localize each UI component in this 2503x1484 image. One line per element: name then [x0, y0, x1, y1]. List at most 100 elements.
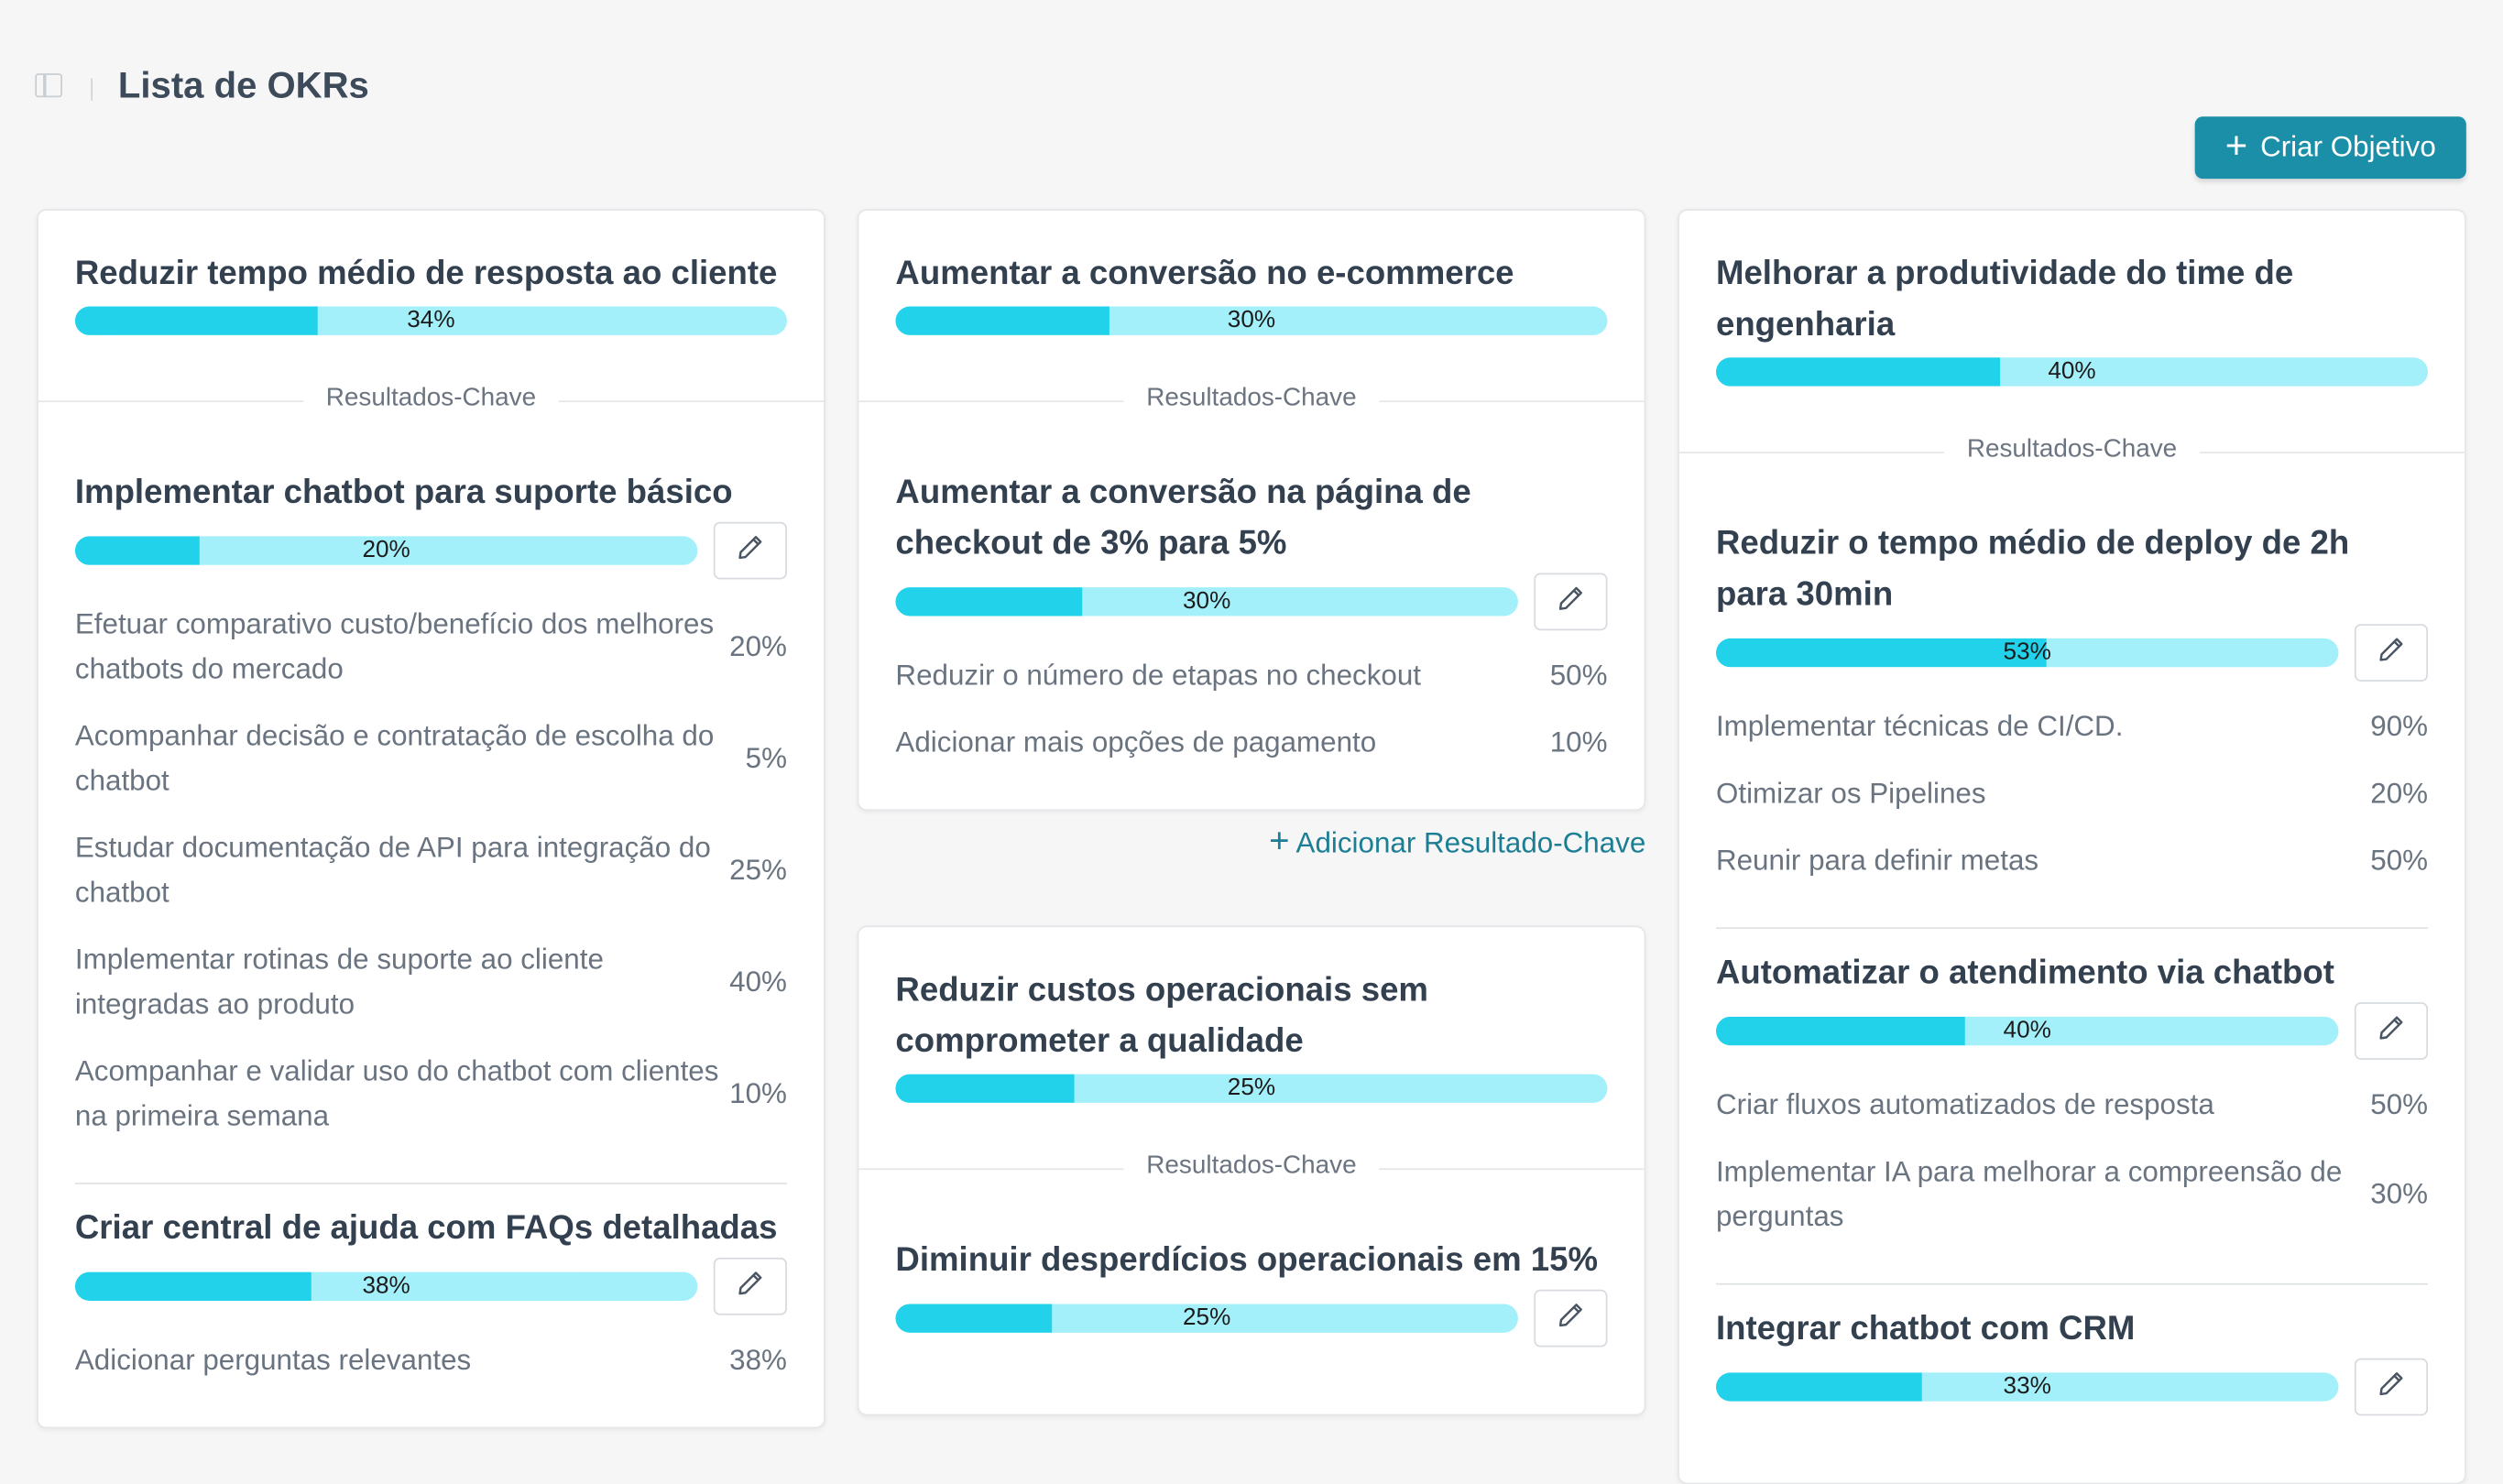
- task-percent: 10%: [729, 1077, 787, 1109]
- task-text: Acompanhar e validar uso do chatbot com …: [74, 1054, 719, 1132]
- task-percent: 25%: [729, 854, 787, 886]
- key-results-label: Resultados-Chave: [1944, 435, 2200, 465]
- key-results-label: Resultados-Chave: [303, 384, 559, 414]
- card-bottom-spacer: [858, 1350, 1644, 1414]
- key-result: Reduzir o tempo médio de deploy de 2h pa…: [1715, 471, 2429, 886]
- key-result-progress-row: 30%: [895, 573, 1608, 631]
- key-result-title: Integrar chatbot com CRM: [1715, 1310, 2136, 1348]
- task-text: Acompanhar decisão e contratação de esco…: [74, 719, 715, 797]
- pencil-icon: [1555, 582, 1587, 622]
- edit-key-result-button[interactable]: [713, 521, 787, 580]
- key-result-progress-row: 33%: [1715, 1358, 2429, 1416]
- task-percent: 40%: [729, 966, 787, 998]
- task-item: Otimizar os Pipelines 20%: [1716, 771, 2428, 816]
- progress-label: 20%: [362, 536, 410, 564]
- task-percent: 5%: [745, 742, 787, 775]
- objective-card: Reduzir tempo médio de resposta ao clien…: [37, 209, 825, 1429]
- plus-icon: +: [2224, 124, 2248, 168]
- key-result-progress-bar: 25%: [895, 1304, 1518, 1333]
- progress-label: 30%: [1183, 587, 1231, 615]
- objective-title: Reduzir tempo médio de resposta ao clien…: [74, 255, 778, 292]
- key-result: Implementar chatbot para suporte básico 2…: [74, 420, 787, 1141]
- progress-fill: [74, 1271, 312, 1301]
- task-item: Implementar técnicas de CI/CD. 90%: [1716, 704, 2428, 748]
- key-result: Automatizar o atendimento via chatbot 40%…: [1715, 927, 2429, 1241]
- key-results-divider: Resultados-Chave: [1678, 435, 2465, 471]
- key-result-progress-row: 20%: [74, 521, 787, 580]
- key-result-title: Aumentar a conversão na página de checko…: [895, 474, 1471, 562]
- task-text: Adicionar mais opções de pagamento: [895, 726, 1377, 758]
- objective-card: Melhorar a produtividade do time de enge…: [1678, 209, 2466, 1484]
- progress-fill: [74, 306, 318, 335]
- objective-title: Reduzir custos operacionais sem comprome…: [895, 972, 1428, 1060]
- task-list: Reduzir o número de etapas no checkout 50…: [895, 653, 1607, 768]
- card-gap: [858, 865, 1646, 925]
- progress-label: 53%: [2003, 638, 2051, 666]
- key-result: Diminuir desperdícios operacionais em 15…: [895, 1187, 1608, 1350]
- task-list: Implementar técnicas de CI/CD. 90% Otimiza…: [1716, 704, 2428, 886]
- edit-key-result-button[interactable]: [2354, 624, 2429, 682]
- pencil-icon: [2376, 633, 2408, 673]
- key-result-title: Automatizar o atendimento via chatbot: [1715, 954, 2334, 991]
- key-result-title: Criar central de ajuda com FAQs detalhad…: [74, 1209, 778, 1247]
- okr-column-2: Aumentar a conversão no e-commerce 30% Res…: [857, 209, 1646, 1416]
- progress-fill: [895, 1304, 1052, 1333]
- objective-title: Aumentar a conversão no e-commerce: [895, 255, 1514, 292]
- edit-key-result-button[interactable]: [2354, 1002, 2429, 1060]
- key-results-divider: Resultados-Chave: [38, 384, 825, 420]
- pencil-icon: [1555, 1298, 1587, 1338]
- task-text: Implementar rotinas de suporte ao client…: [74, 943, 604, 1020]
- progress-label: 25%: [1183, 1304, 1231, 1332]
- create-objective-button[interactable]: + Criar Objetivo: [2194, 116, 2466, 180]
- task-percent: 10%: [1549, 726, 1608, 758]
- task-percent: 50%: [1549, 659, 1608, 692]
- edit-key-result-button[interactable]: [1534, 1289, 1608, 1348]
- progress-fill: [895, 306, 1109, 335]
- edit-key-result-button[interactable]: [1534, 573, 1608, 631]
- card-bottom-spacer: [38, 1385, 824, 1426]
- key-result-progress-bar: 40%: [1715, 1016, 2339, 1046]
- progress-label: 30%: [1227, 306, 1276, 334]
- task-text: Estudar documentação de API para integra…: [74, 831, 711, 909]
- task-percent: 50%: [2370, 844, 2429, 877]
- key-result-progress-bar: 33%: [1715, 1372, 2339, 1402]
- task-item: Efetuar comparativo custo/benefício dos …: [75, 602, 787, 692]
- task-item: Implementar rotinas de suporte ao client…: [75, 937, 787, 1027]
- key-results-divider: Resultados-Chave: [858, 384, 1645, 420]
- edit-key-result-button[interactable]: [713, 1257, 787, 1315]
- task-text: Implementar técnicas de CI/CD.: [1715, 710, 2124, 743]
- progress-fill: [1715, 1016, 1965, 1046]
- task-item: Acompanhar e validar uso do chatbot com …: [75, 1049, 787, 1139]
- task-item: Implementar IA para melhorar a compreens…: [1716, 1149, 2428, 1238]
- key-result-progress-row: 53%: [1715, 624, 2429, 682]
- task-item: Reduzir o número de etapas no checkout 50…: [895, 653, 1607, 698]
- task-item: Estudar documentação de API para integra…: [75, 825, 787, 915]
- task-percent: 30%: [2370, 1177, 2429, 1210]
- progress-fill: [895, 587, 1083, 617]
- objective-progress-bar: 25%: [895, 1074, 1608, 1103]
- progress-label: 40%: [2048, 357, 2096, 385]
- task-text: Implementar IA para melhorar a compreens…: [1715, 1155, 2343, 1233]
- sidebar-toggle-icon[interactable]: [35, 73, 62, 98]
- card-bottom-spacer: [858, 768, 1644, 809]
- task-text: Reunir para definir metas: [1715, 844, 2039, 877]
- key-result-title: Implementar chatbot para suporte básico: [74, 474, 733, 511]
- page-header: Lista de OKRs: [35, 64, 369, 107]
- task-percent: 90%: [2370, 710, 2429, 743]
- task-percent: 38%: [729, 1344, 787, 1376]
- create-objective-label: Criar Objetivo: [2260, 130, 2436, 163]
- okr-column-1: Reduzir tempo médio de resposta ao clien…: [37, 209, 825, 1429]
- add-key-result-link[interactable]: + Adicionar Resultado-Chave: [858, 819, 1646, 866]
- add-key-result-label: Adicionar Resultado-Chave: [1295, 826, 1646, 859]
- pencil-icon: [734, 530, 766, 571]
- key-result-progress-bar: 38%: [74, 1271, 698, 1301]
- key-result-progress-row: 38%: [74, 1257, 787, 1315]
- task-item: Adicionar mais opções de pagamento 10%: [895, 720, 1607, 765]
- key-result-progress-bar: 30%: [895, 587, 1518, 617]
- pencil-icon: [2376, 1011, 2408, 1052]
- task-item: Reunir para definir metas 50%: [1716, 838, 2428, 883]
- task-text: Efetuar comparativo custo/benefício dos …: [74, 607, 715, 685]
- progress-label: 33%: [2003, 1372, 2051, 1400]
- edit-key-result-button[interactable]: [2354, 1358, 2429, 1416]
- key-results-label: Resultados-Chave: [1123, 384, 1380, 414]
